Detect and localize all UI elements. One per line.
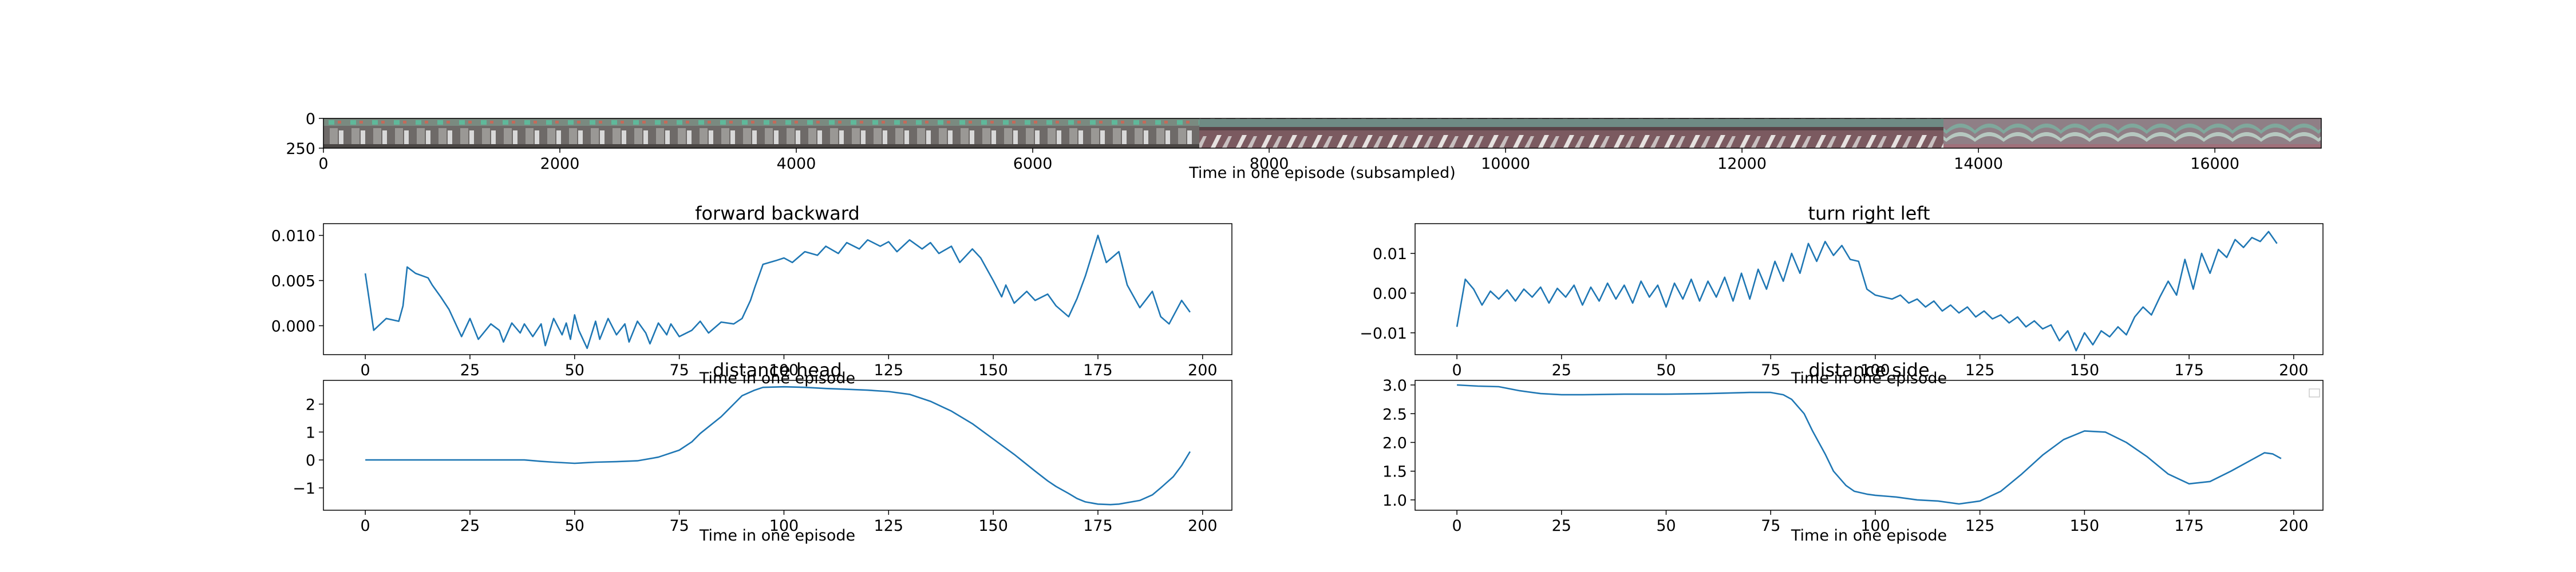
x-tick-label: 175 [1083,362,1113,379]
x-tick-label: 16000 [2190,155,2239,173]
x-tick-label: 14000 [1954,155,2003,173]
y-tick-label: 250 [286,140,315,158]
chart-forward-backward: forward backward Time in one episode 0 25… [271,202,1232,387]
filmstrip-axis: 0 2000 4000 6000 8000 10000 12000 14000 16000025… [286,110,2239,173]
chart-xlabel: Time in one episode [1791,527,1947,545]
x-tick-label: 2000 [540,155,580,173]
chart-title: turn right left [1808,202,1930,224]
x-tick-label: 0 [1452,362,1461,379]
x-tick-label: 125 [874,362,904,379]
y-tick-label: 0.01 [1373,245,1407,263]
series-line [1457,384,2282,505]
x-tick-label: 25 [1552,517,1571,535]
x-tick-label: 175 [2174,362,2204,379]
x-tick-label: 25 [460,362,480,379]
x-tick-label: 100 [1860,517,1890,535]
chart-title: distance head [713,359,842,381]
series-line [365,386,1191,506]
filmstrip-image-frames-c [1943,118,2321,148]
x-tick-label: 0 [361,517,370,535]
y-tick-label: 0 [306,110,315,128]
x-tick-label: 200 [2279,517,2309,535]
x-tick-label: 8000 [1250,155,1289,173]
x-tick-label: 0 [361,362,370,379]
filmstrip-frame [323,118,2322,149]
x-tick-label: 6000 [1013,155,1053,173]
y-tick-label: 0.00 [1373,285,1407,303]
filmstrip-image-frames-a [323,118,1199,148]
y-tick-label: 3.0 [1382,377,1407,395]
x-tick-label: 50 [1656,517,1676,535]
x-tick-label: 175 [2174,517,2204,535]
chart-distance-side: distance side Time in one episode 0 25 50 7… [1382,359,2324,545]
y-tick-label: 0.010 [271,228,315,245]
y-tick-label: −0.01 [1360,325,1407,343]
x-tick-label: 200 [2279,362,2309,379]
y-tick-label: 2 [306,396,315,414]
x-tick-label: 4000 [777,155,816,173]
x-tick-label: 75 [669,517,689,535]
y-tick-label: 1 [306,424,315,442]
chart-turn-right-left: turn right left Time in one episode 0 25 5… [1360,202,2324,387]
chart-distance-head: distance head Time in one episode 0 25 50 7… [293,359,1232,545]
x-tick-label: 200 [1188,517,1218,535]
y-tick-label: 2.5 [1382,406,1407,423]
x-tick-label: 150 [978,517,1008,535]
chart-title: distance side [1808,359,1929,381]
y-tick-label: 0.000 [271,317,315,335]
x-tick-label: 150 [2070,362,2100,379]
legend-box [2309,388,2320,398]
filmstrip-xlabel: Time in one episode (subsampled) [1188,164,1456,182]
x-tick-label: 100 [769,517,799,535]
y-tick-label: 0 [306,452,315,470]
y-tick-label: 0.005 [271,272,315,290]
chart-title: forward backward [695,202,860,224]
chart-xlabel: Time in one episode [1791,370,1947,387]
plot-frame [1415,380,2324,511]
x-tick-label: 200 [1188,362,1218,379]
x-tick-label: 12000 [1717,155,1767,173]
x-tick-label: 50 [1656,362,1676,379]
x-tick-label: 150 [978,362,1008,379]
x-tick-label: 75 [1761,362,1780,379]
plot-frame [1415,223,2324,355]
plot-frame [323,380,1232,511]
x-tick-label: 125 [1965,362,1995,379]
x-tick-label: 10000 [1481,155,1530,173]
y-tick-label: 1.0 [1382,492,1407,510]
y-tick-label: 1.5 [1382,463,1407,481]
chart-xlabel: Time in one episode [699,370,855,387]
x-tick-label: 75 [669,362,689,379]
x-tick-label: 150 [2070,517,2100,535]
x-tick-label: 175 [1083,517,1113,535]
filmstrip-image-frames-b [1199,118,1943,148]
x-tick-label: 0 [318,155,328,173]
x-tick-label: 100 [1860,362,1890,379]
series-line [364,235,1191,349]
x-tick-label: 75 [1761,517,1780,535]
x-tick-label: 25 [1552,362,1571,379]
x-tick-label: 100 [769,362,799,379]
x-tick-label: 25 [460,517,480,535]
filmstrip-panel: 0 2000 4000 6000 8000 10000 12000 14000 16000025… [286,110,2322,182]
x-tick-label: 0 [1452,517,1461,535]
y-tick-label: −1 [293,480,315,498]
x-tick-label: 125 [874,517,904,535]
x-tick-label: 125 [1965,517,1995,535]
plot-frame [323,223,1232,355]
x-tick-label: 50 [565,362,584,379]
chart-xlabel: Time in one episode [699,527,855,545]
series-line [1456,231,2278,352]
y-tick-label: 2.0 [1382,434,1407,452]
x-tick-label: 50 [565,517,584,535]
